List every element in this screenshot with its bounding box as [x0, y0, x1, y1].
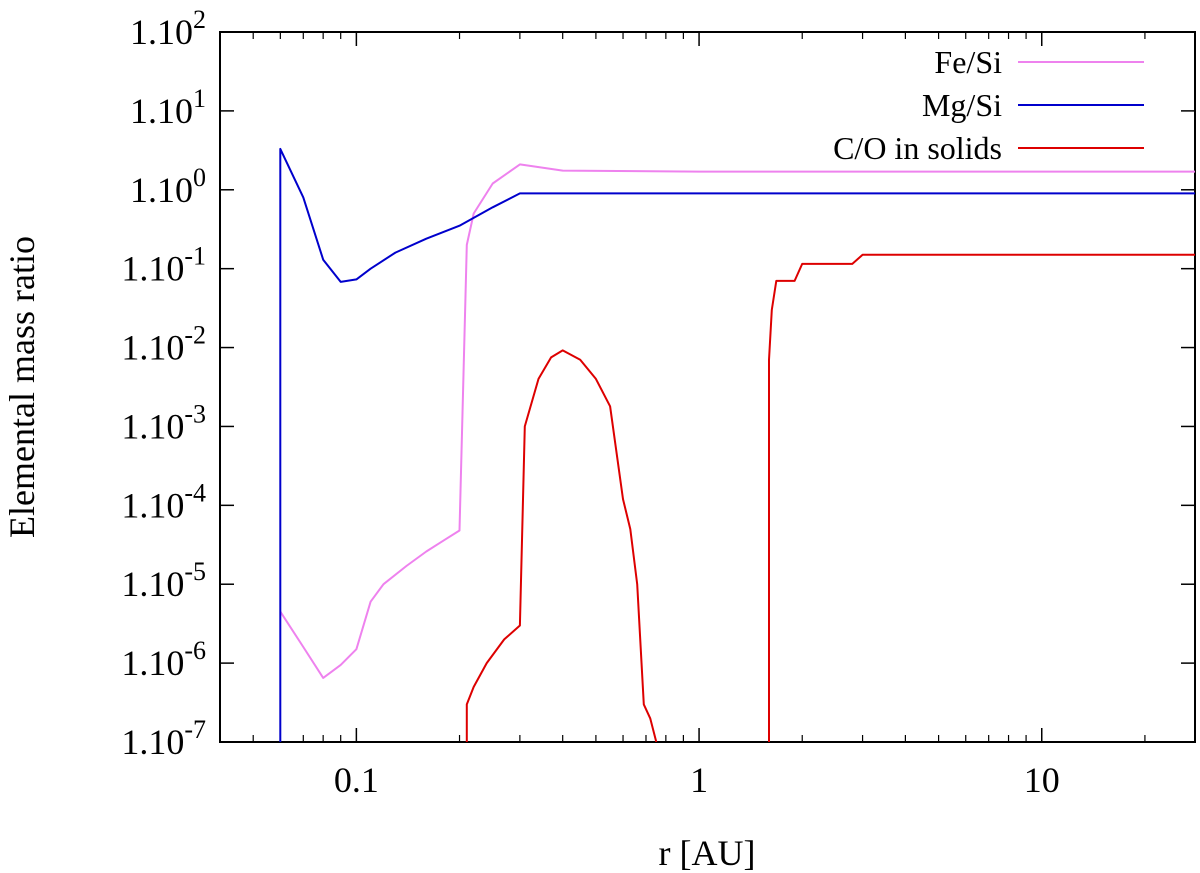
y-tick-base: 1.10 [121, 328, 184, 368]
y-tick-base: 1.10 [130, 12, 193, 52]
x-axis-title: r [AU] [659, 833, 756, 873]
series-line-2 [465, 349, 658, 742]
y-tick-base: 1.10 [121, 564, 184, 604]
y-tick-base: 1.10 [121, 643, 184, 683]
y-tick-exponent: 0 [193, 163, 206, 192]
legend: Fe/Si Mg/Si C/O in solids [833, 44, 1144, 166]
legend-label: C/O in solids [833, 130, 1002, 166]
series-line-1 [279, 147, 1195, 742]
y-tick-label: 1.10-6 [121, 636, 206, 683]
y-tick-base: 1.10 [121, 249, 184, 289]
y-tick-label: 1.10-1 [121, 242, 206, 289]
axis-ticks: 1.10-71.10-61.10-51.10-41.10-31.10-21.10… [121, 5, 1195, 800]
y-tick-base: 1.10 [121, 406, 184, 446]
y-tick-base: 1.10 [130, 170, 193, 210]
x-tick-label: 0.1 [334, 760, 379, 800]
y-tick-label: 1.100 [130, 163, 206, 210]
y-tick-exponent: -1 [184, 242, 206, 271]
y-axis-title: Elemental mass ratio [2, 236, 42, 538]
y-tick-exponent: -7 [184, 715, 206, 744]
x-tick-label: 1 [690, 760, 708, 800]
y-tick-label: 1.10-2 [121, 321, 206, 368]
series-line-0 [279, 163, 1195, 679]
plot-frame [219, 31, 1196, 743]
legend-label: Mg/Si [922, 87, 1002, 123]
y-tick-exponent: -6 [184, 636, 206, 665]
y-tick-label: 1.10-3 [121, 399, 206, 446]
y-tick-base: 1.10 [121, 485, 184, 525]
y-tick-exponent: -4 [184, 478, 206, 507]
y-tick-exponent: 2 [193, 5, 206, 34]
y-tick-exponent: -5 [184, 557, 206, 586]
y-tick-label: 1.102 [130, 5, 206, 52]
y-tick-exponent: -3 [184, 399, 206, 428]
y-tick-base: 1.10 [130, 91, 193, 131]
y-tick-base: 1.10 [121, 722, 184, 762]
series-line-3 [768, 253, 1195, 742]
y-tick-label: 1.101 [130, 84, 206, 131]
legend-label: Fe/Si [934, 44, 1002, 80]
x-tick-label: 10 [1024, 760, 1060, 800]
y-tick-exponent: -2 [184, 321, 206, 350]
series-layer [279, 147, 1195, 742]
y-tick-label: 1.10-5 [121, 557, 206, 604]
y-tick-label: 1.10-4 [121, 478, 206, 525]
y-tick-exponent: 1 [193, 84, 206, 113]
y-tick-label: 1.10-7 [121, 715, 206, 762]
